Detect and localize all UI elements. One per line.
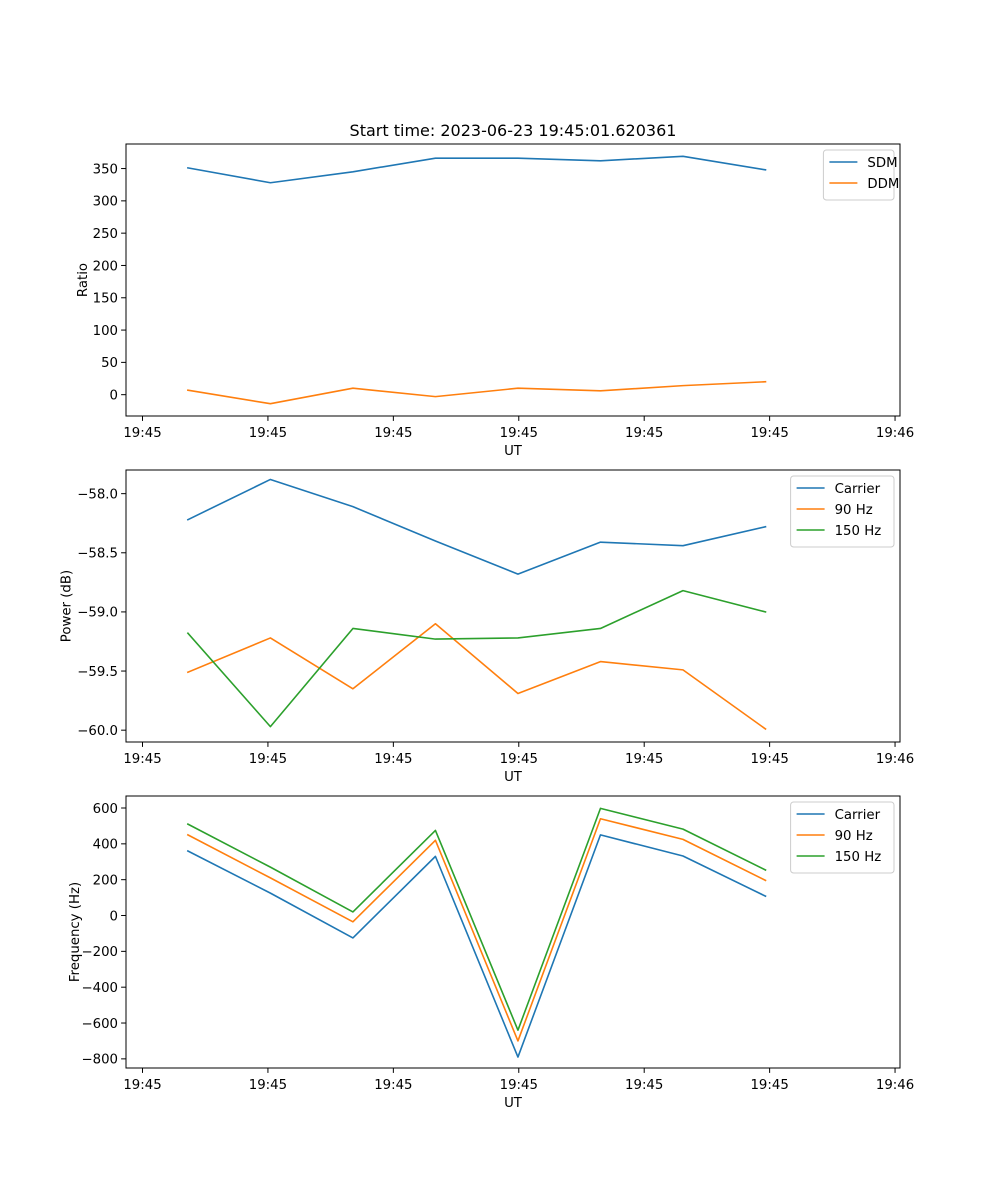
series-line-ddm — [186, 380, 767, 405]
x-tick-label: 19:45 — [500, 426, 538, 441]
plot-frame — [125, 469, 901, 743]
legend-entry: Carrier — [835, 808, 881, 823]
x-tick-label: 19:45 — [374, 426, 412, 441]
x-tick-label: 19:45 — [374, 1078, 412, 1093]
x-tick-label: 19:46 — [876, 1078, 914, 1093]
x-axis-label: UT — [504, 1096, 523, 1111]
x-tick-label: 19:45 — [374, 752, 412, 767]
y-tick-label: 200 — [93, 259, 118, 274]
x-tick-label: 19:45 — [500, 1078, 538, 1093]
x-tick-label: 19:46 — [876, 752, 914, 767]
x-tick-label: 19:45 — [249, 1078, 287, 1093]
legend: Carrier 90 Hz 150 Hz — [790, 801, 895, 874]
y-axis-label: Power (dB) — [60, 570, 75, 642]
x-axis-label: UT — [504, 770, 523, 785]
y-tick-label: −60.0 — [77, 724, 118, 739]
y-axis-label: Ratio — [76, 263, 91, 297]
series-line-150-hz — [186, 807, 767, 1031]
y-tick-label: −58.5 — [77, 547, 118, 562]
legend-entry: Carrier — [835, 482, 881, 497]
legend-entry: SDM — [867, 156, 897, 171]
y-tick-label: 150 — [93, 292, 118, 307]
y-tick-label: 400 — [93, 838, 118, 853]
x-tick-label: 19:45 — [750, 426, 788, 441]
y-axis-label: Frequency (Hz) — [68, 882, 83, 982]
x-tick-label: 19:45 — [750, 752, 788, 767]
series-line-sdm — [186, 155, 767, 184]
x-tick-label: 19:45 — [500, 752, 538, 767]
x-tick-label: 19:45 — [123, 1078, 161, 1093]
chart-panel-3: 19:45 19:45 19:45 19:45 19:45 19:45 19:46 −800 −… — [68, 795, 914, 1111]
plot-frame — [125, 143, 901, 417]
x-tick-label: 19:45 — [249, 752, 287, 767]
legend: SDM DDM — [822, 149, 899, 201]
x-tick-label: 19:45 — [625, 752, 663, 767]
y-tick-label: 50 — [101, 356, 118, 371]
y-tick-label: 250 — [93, 227, 118, 242]
y-tick-label: 350 — [93, 162, 118, 177]
series-line-90-hz — [186, 622, 767, 731]
series-line-carrier — [186, 478, 767, 575]
x-tick-label: 19:46 — [876, 426, 914, 441]
y-tick-label: 100 — [93, 324, 118, 339]
y-tick-label: 0 — [110, 909, 118, 924]
x-tick-label: 19:45 — [625, 426, 663, 441]
y-tick-label: −800 — [81, 1053, 118, 1068]
y-tick-label: 200 — [93, 873, 118, 888]
y-tick-label: 0 — [110, 388, 118, 403]
y-tick-label: 600 — [93, 802, 118, 817]
chart-title: Start time: 2023-06-23 19:45:01.620361 — [350, 121, 677, 140]
x-tick-label: 19:45 — [123, 426, 161, 441]
legend-entry: DDM — [867, 177, 899, 192]
legend-entry: 90 Hz — [835, 829, 873, 844]
chart-panel-2: 19:45 19:45 19:45 19:45 19:45 19:45 19:46 −60.0… — [60, 469, 914, 785]
series-line-150-hz — [186, 589, 767, 728]
legend-entry: 150 Hz — [835, 524, 882, 539]
plot-frame — [125, 795, 901, 1069]
legend-entry: 90 Hz — [835, 503, 873, 518]
x-tick-label: 19:45 — [123, 752, 161, 767]
y-tick-label: −400 — [81, 981, 118, 996]
x-tick-label: 19:45 — [249, 426, 287, 441]
series-line-90-hz — [186, 817, 767, 1042]
y-tick-label: −200 — [81, 945, 118, 960]
series-line-carrier — [186, 834, 767, 1058]
x-tick-label: 19:45 — [625, 1078, 663, 1093]
y-tick-label: −600 — [81, 1017, 118, 1032]
y-tick-label: −59.5 — [77, 665, 118, 680]
x-tick-label: 19:45 — [750, 1078, 788, 1093]
legend-entry: 150 Hz — [835, 850, 882, 865]
x-axis-label: UT — [504, 444, 523, 459]
y-tick-label: −59.0 — [77, 606, 118, 621]
y-tick-label: −58.0 — [77, 487, 118, 502]
legend: Carrier 90 Hz 150 Hz — [790, 475, 895, 548]
y-tick-label: 300 — [93, 195, 118, 210]
chart-panel-1: Start time: 2023-06-23 19:45:01.620361 19… — [76, 121, 914, 459]
